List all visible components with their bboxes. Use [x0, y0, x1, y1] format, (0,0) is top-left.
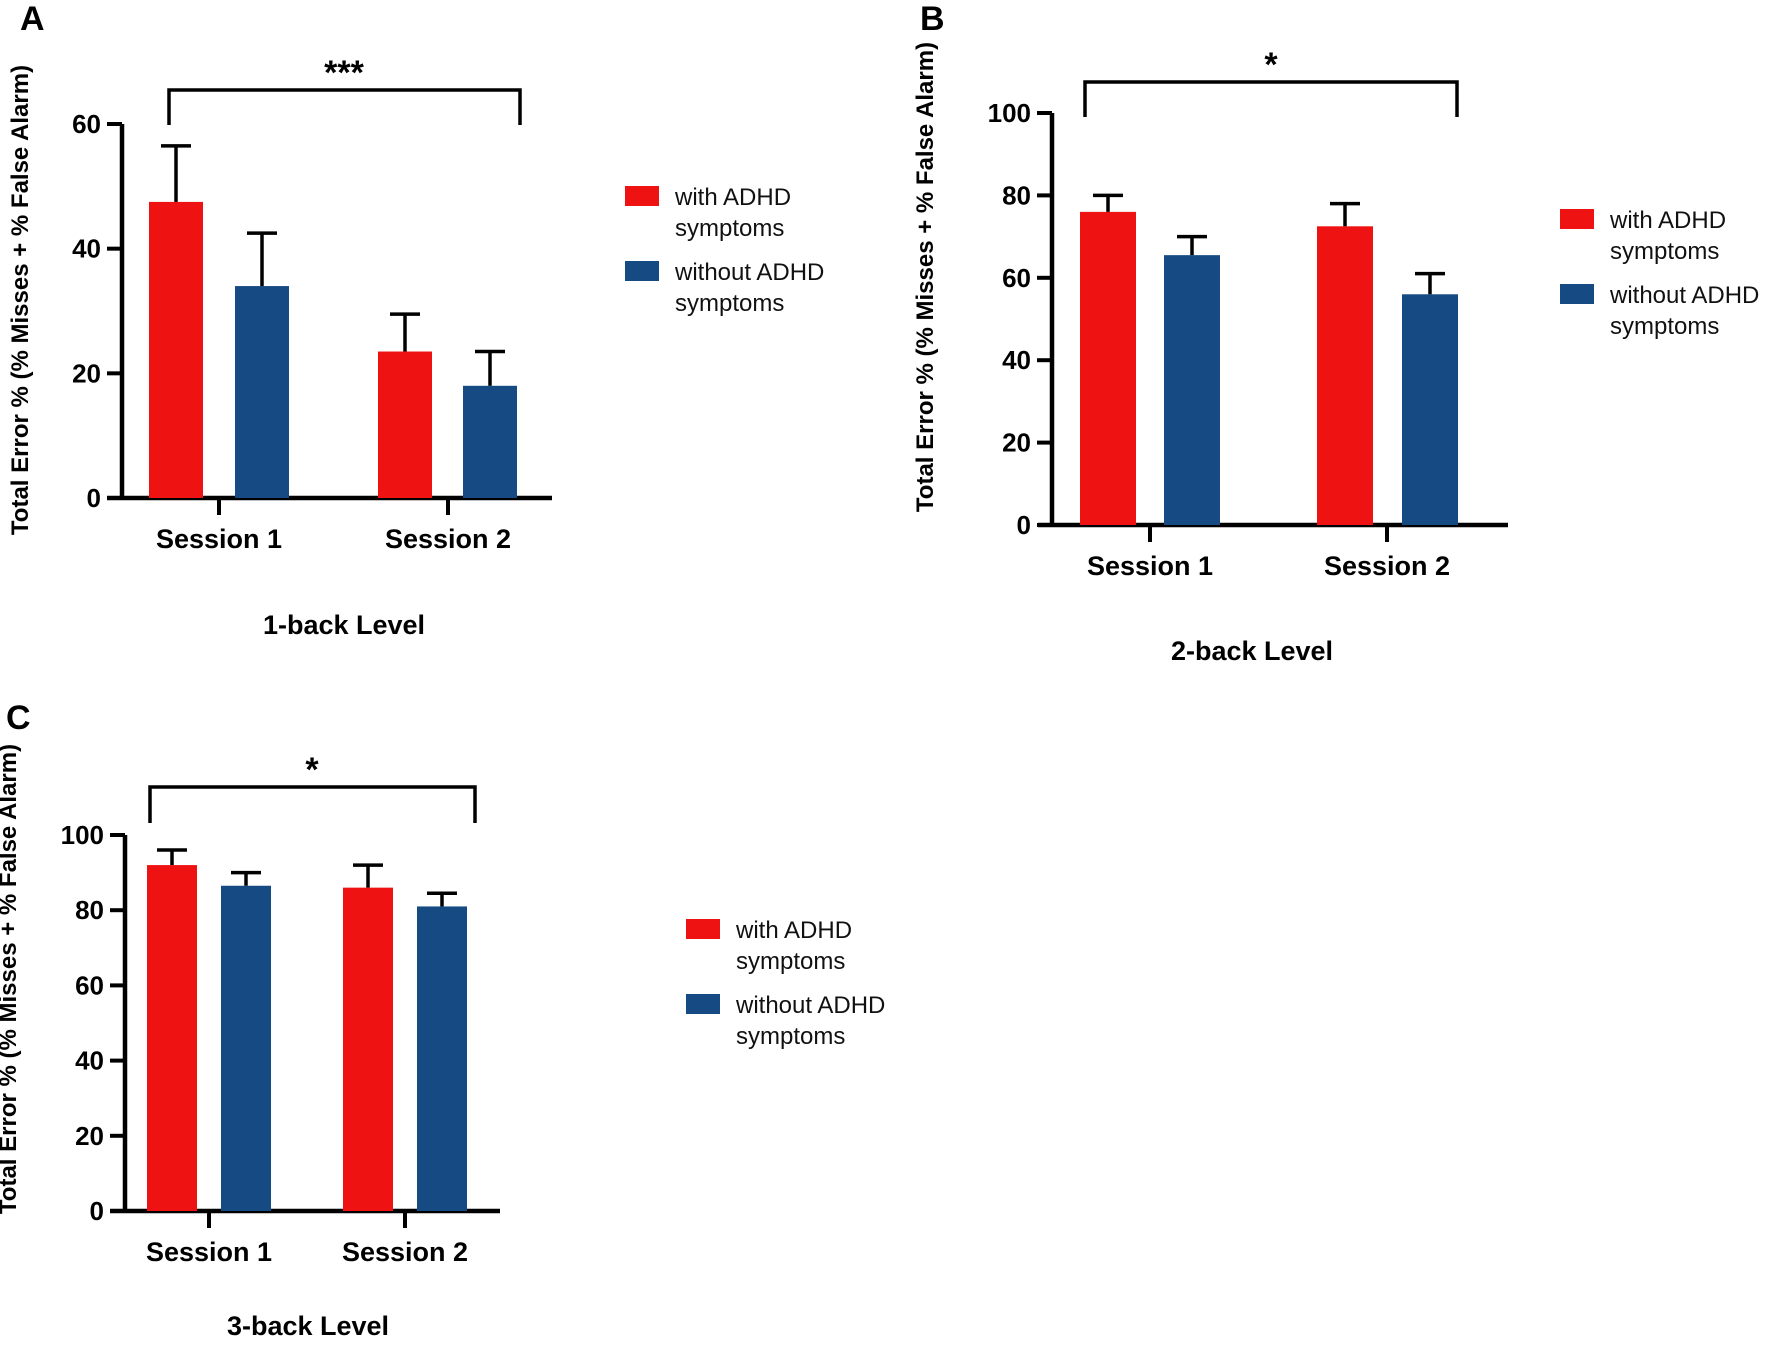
panel-b: B 0 20 40 60 80 100 Session 1 Session 2 * Total E…	[900, 0, 1772, 692]
bar-without-adhd-session-2	[417, 906, 467, 1211]
significance-stars: *	[1264, 46, 1278, 84]
x-category-label: Session 1	[156, 524, 282, 554]
x-axis-title: 3-back Level	[227, 1311, 389, 1341]
legend-item-with-adhd: with ADHD symptoms	[686, 915, 918, 977]
y-tick-label: 60	[75, 970, 104, 1000]
legend-item-without-adhd: without ADHD symptoms	[625, 257, 857, 319]
bar-with-adhd-session-2	[343, 887, 393, 1211]
bar-with-adhd-session-2	[378, 351, 432, 498]
y-tick-label: 100	[61, 820, 104, 850]
legend-label: with ADHD symptoms	[736, 917, 853, 975]
legend-item-without-adhd: without ADHD symptoms	[686, 990, 918, 1052]
legend-label: without ADHD symptoms	[736, 992, 886, 1050]
y-tick-label: 40	[1002, 345, 1031, 375]
x-axis-title: 2-back Level	[1171, 636, 1333, 666]
legend-item-with-adhd: with ADHD symptoms	[625, 182, 857, 244]
legend-label: without ADHD symptoms	[675, 259, 825, 317]
chart-c-3back: 0 20 40 60 80 100 Session 1 Session 2 * Total Err…	[0, 744, 500, 1341]
legend-label: with ADHD symptoms	[675, 184, 792, 242]
y-tick-label: 60	[1002, 263, 1031, 293]
y-tick-label: 0	[87, 483, 101, 513]
y-tick-label: 20	[72, 358, 101, 388]
y-tick-label: 40	[75, 1046, 104, 1076]
x-category-label: Session 1	[1087, 551, 1213, 581]
x-category-label: Session 2	[1324, 551, 1450, 581]
significance-stars: ***	[324, 54, 364, 92]
y-tick-label: 100	[988, 98, 1031, 128]
legend-label: without ADHD symptoms	[1610, 282, 1760, 340]
chart-b-2back: 0 20 40 60 80 100 Session 1 Session 2 * Total Err…	[912, 42, 1508, 666]
bar-with-adhd-session-1	[149, 201, 203, 498]
legend-label: with ADHD symptoms	[1610, 207, 1727, 265]
red-square-icon	[686, 919, 720, 939]
y-tick-label: 80	[1002, 180, 1031, 210]
y-tick-label: 80	[75, 895, 104, 925]
y-tick-label: 40	[72, 234, 101, 264]
red-square-icon	[625, 186, 659, 206]
bar-without-adhd-session-2	[463, 385, 517, 498]
panel-a-letter: A	[20, 0, 46, 38]
legend-a: with ADHD symptoms without ADHD symptoms	[625, 182, 857, 332]
chart-a-1back: 0 20 40 60 Session 1 Session 2 *** Total Error …	[7, 54, 552, 640]
blue-square-icon	[625, 261, 659, 281]
y-axis-title: Total Error % (% Misses + % False Alarm)	[912, 42, 939, 512]
x-category-label: Session 2	[385, 524, 511, 554]
significance-bracket	[167, 88, 522, 125]
significance-bracket	[148, 785, 477, 823]
bar-without-adhd-session-2	[1402, 294, 1458, 525]
bar-without-adhd-session-1	[1164, 255, 1220, 525]
legend-c: with ADHD symptoms without ADHD symptoms	[686, 915, 918, 1065]
significance-stars: *	[305, 751, 319, 789]
y-tick-label: 0	[1017, 510, 1031, 540]
panel-c-letter: C	[6, 699, 32, 737]
bar-without-adhd-session-1	[221, 885, 271, 1211]
y-axis-title: Total Error % (% Misses + % False Alarm)	[0, 744, 22, 1214]
panel-b-letter: B	[920, 0, 946, 38]
legend-b: with ADHD symptoms without ADHD symptoms	[1560, 205, 1772, 355]
panel-c: C 0 20 40 60 80 100 Session 1 Session 2 * Total E…	[0, 695, 1000, 1346]
bar-with-adhd-session-2	[1317, 226, 1373, 526]
x-category-label: Session 1	[146, 1237, 272, 1267]
blue-square-icon	[686, 994, 720, 1014]
blue-square-icon	[1560, 284, 1594, 304]
y-tick-label: 20	[1002, 428, 1031, 458]
y-axis-title: Total Error % (% Misses + % False Alarm)	[7, 65, 34, 535]
legend-item-without-adhd: without ADHD symptoms	[1560, 280, 1772, 342]
significance-bracket	[1083, 80, 1459, 117]
y-tick-label: 20	[75, 1121, 104, 1151]
y-tick-label: 0	[90, 1196, 104, 1226]
legend-item-with-adhd: with ADHD symptoms	[1560, 205, 1772, 267]
y-tick-label: 60	[72, 109, 101, 139]
x-axis-title: 1-back Level	[263, 610, 425, 640]
panel-a: A 0 20 40 60 Session 1 Session 2 *** Total Erro…	[0, 0, 900, 692]
bar-without-adhd-session-1	[235, 286, 289, 498]
red-square-icon	[1560, 209, 1594, 229]
bar-with-adhd-session-1	[1080, 211, 1136, 525]
bar-with-adhd-session-1	[147, 865, 197, 1211]
x-category-label: Session 2	[342, 1237, 468, 1267]
